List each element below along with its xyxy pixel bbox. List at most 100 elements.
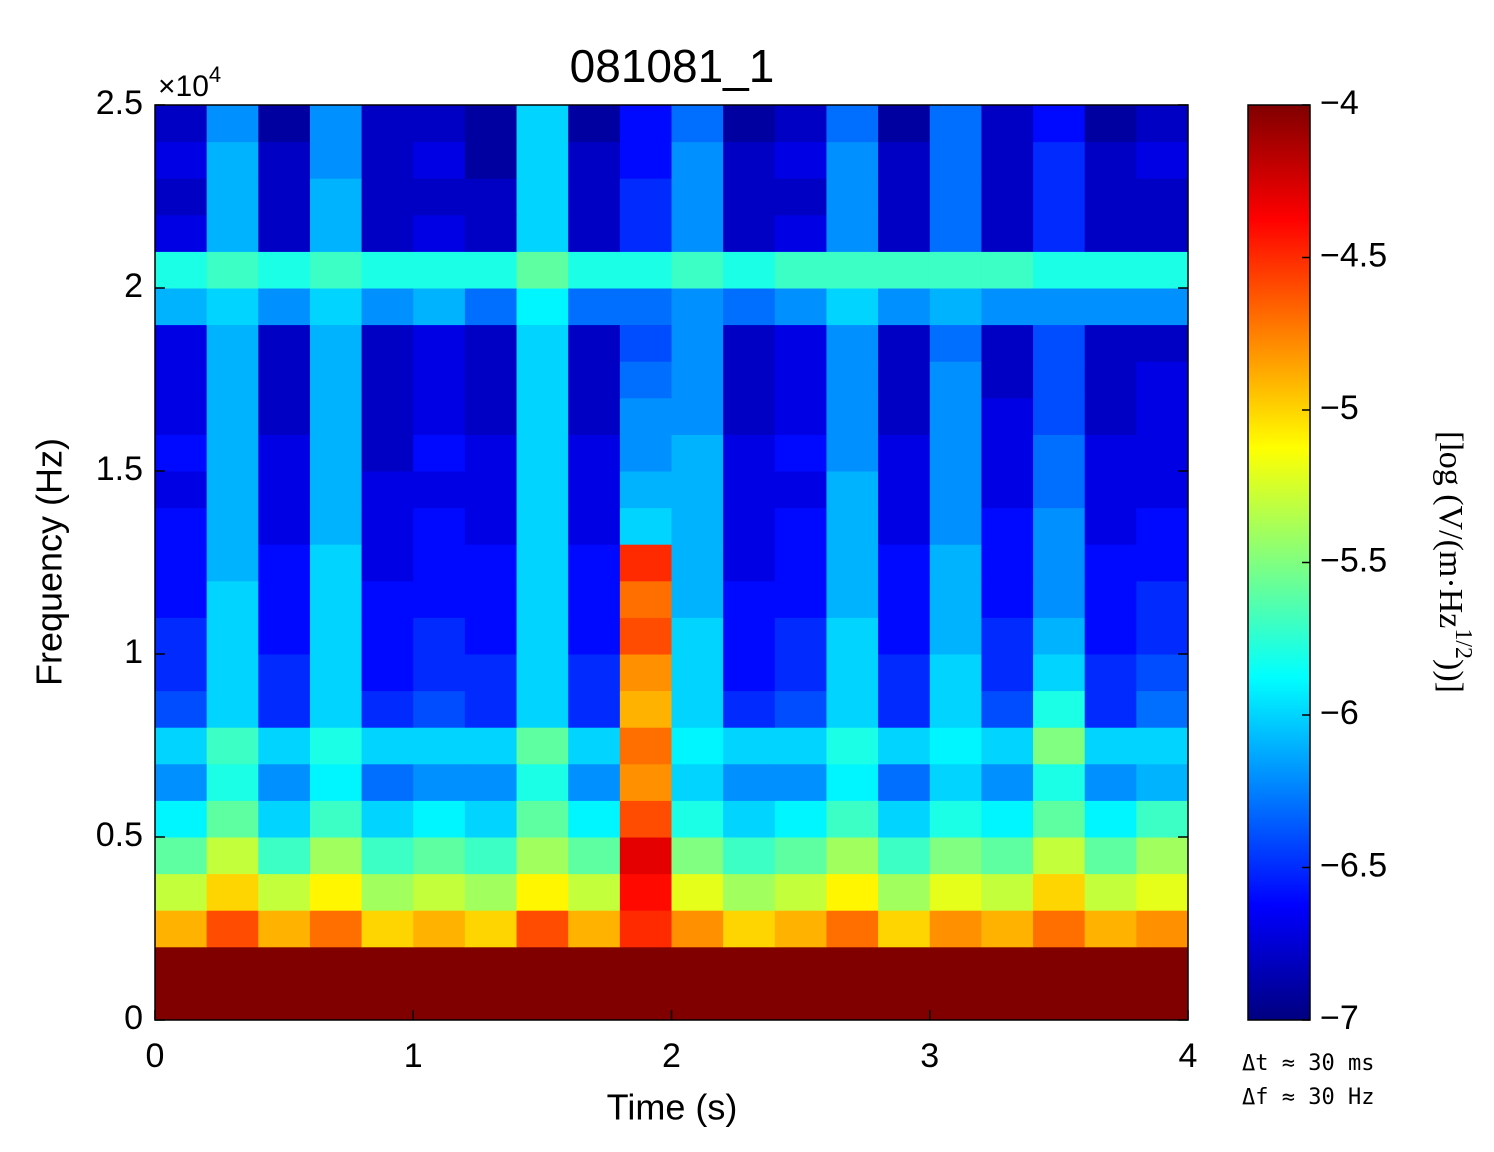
heatmap-cell: [723, 214, 776, 252]
heatmap-cell: [774, 361, 827, 399]
heatmap-cell: [206, 434, 259, 472]
heatmap-cell: [155, 434, 208, 472]
heatmap-cell: [206, 507, 259, 545]
heatmap-cell: [361, 873, 414, 911]
heatmap-cell: [1136, 837, 1189, 875]
heatmap-cell: [155, 251, 208, 289]
heatmap-cell: [516, 727, 569, 765]
x-tick-label: 2: [662, 1037, 681, 1075]
heatmap-cell: [723, 324, 776, 362]
heatmap-cell: [155, 214, 208, 252]
heatmap-cell: [464, 837, 518, 875]
heatmap-cell: [568, 946, 621, 984]
heatmap-cell: [774, 580, 827, 618]
heatmap-cell: [826, 873, 879, 911]
heatmap-cell: [516, 580, 569, 618]
heatmap-cell: [1084, 910, 1137, 948]
heatmap-cell: [155, 361, 208, 399]
heatmap-cell: [1084, 397, 1137, 435]
heatmap-cell: [1033, 471, 1086, 509]
heatmap-cell: [619, 434, 672, 472]
heatmap-cell: [671, 873, 724, 911]
annotation: Δf ≈ 30 Hz: [1242, 1085, 1374, 1110]
heatmap-cell: [309, 214, 363, 252]
heatmap-cell: [1084, 178, 1137, 216]
heatmap-cell: [361, 288, 414, 326]
heatmap-cell: [1136, 690, 1189, 728]
heatmap-cell: [206, 361, 259, 399]
heatmap-cell: [826, 946, 879, 984]
heatmap-cell: [826, 434, 879, 472]
heatmap-cell: [619, 727, 672, 765]
heatmap-cell: [929, 288, 982, 326]
heatmap-cell: [878, 288, 931, 326]
heatmap-cell: [929, 617, 982, 655]
heatmap-cell: [929, 544, 982, 582]
heatmap-cell: [568, 214, 621, 252]
heatmap-cell: [464, 580, 518, 618]
heatmap-cell: [309, 580, 363, 618]
heatmap-cell: [929, 251, 982, 289]
colorbar-tick-label: −4.5: [1320, 236, 1387, 274]
heatmap-cell: [568, 873, 621, 911]
heatmap-cell: [1033, 105, 1086, 143]
heatmap-cell: [1084, 580, 1137, 618]
heatmap-cell: [671, 288, 724, 326]
heatmap-cell: [878, 946, 931, 984]
heatmap-cell: [464, 471, 518, 509]
heatmap-cell: [464, 946, 518, 984]
heatmap-cell: [258, 837, 311, 875]
heatmap-cell: [723, 471, 776, 509]
heatmap-cell: [929, 471, 982, 509]
heatmap-cell: [826, 544, 879, 582]
heatmap-cell: [671, 507, 724, 545]
heatmap-cell: [413, 837, 466, 875]
heatmap-cell: [258, 727, 311, 765]
heatmap-cell: [206, 873, 259, 911]
heatmap-cell: [206, 946, 259, 984]
heatmap-cell: [464, 873, 518, 911]
heatmap-cell: [413, 983, 466, 1021]
heatmap-cell: [155, 837, 208, 875]
heatmap-cell: [516, 507, 569, 545]
heatmap-cell: [981, 727, 1034, 765]
heatmap-cell: [155, 946, 208, 984]
heatmap-cell: [723, 141, 776, 179]
heatmap-cell: [619, 397, 672, 435]
heatmap-cell: [878, 690, 931, 728]
heatmap-cell: [1033, 141, 1086, 179]
heatmap-cell: [413, 617, 466, 655]
heatmap-cell: [671, 251, 724, 289]
heatmap-cell: [568, 580, 621, 618]
heatmap-cell: [1033, 763, 1086, 801]
heatmap-cell: [774, 178, 827, 216]
heatmap-cell: [929, 654, 982, 692]
heatmap-cell: [413, 763, 466, 801]
heatmap-cell: [361, 727, 414, 765]
heatmap-cell: [464, 544, 518, 582]
heatmap-cell: [1136, 654, 1189, 692]
heatmap-cell: [361, 214, 414, 252]
heatmap-cell: [516, 361, 569, 399]
heatmap-cell: [413, 288, 466, 326]
heatmap-cell: [361, 580, 414, 618]
heatmap-cell: [1136, 910, 1189, 948]
heatmap-cell: [309, 727, 363, 765]
heatmap-cell: [774, 214, 827, 252]
heatmap-cell: [413, 580, 466, 618]
heatmap-cell: [1084, 361, 1137, 399]
heatmap-cell: [516, 544, 569, 582]
heatmap-cell: [361, 105, 414, 143]
heatmap-cell: [155, 910, 208, 948]
heatmap-cell: [1136, 105, 1189, 143]
heatmap-cell: [1136, 361, 1189, 399]
heatmap-cell: [1033, 361, 1086, 399]
heatmap-cell: [774, 251, 827, 289]
heatmap-cell: [671, 397, 724, 435]
heatmap-cell: [619, 288, 672, 326]
heatmap-cell: [774, 397, 827, 435]
heatmap-cell: [929, 800, 982, 838]
heatmap-cell: [1136, 397, 1189, 435]
heatmap-cell: [981, 141, 1034, 179]
heatmap-cell: [464, 434, 518, 472]
